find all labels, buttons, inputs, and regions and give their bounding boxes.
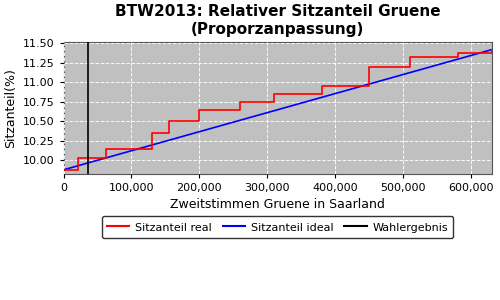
- Title: BTW2013: Relativer Sitzanteil Gruene
(Proporzanpassung): BTW2013: Relativer Sitzanteil Gruene (Pr…: [114, 4, 440, 37]
- X-axis label: Zweitstimmen Gruene in Saarland: Zweitstimmen Gruene in Saarland: [170, 198, 385, 211]
- Y-axis label: Sitzanteil(%): Sitzanteil(%): [4, 68, 17, 148]
- Legend: Sitzanteil real, Sitzanteil ideal, Wahlergebnis: Sitzanteil real, Sitzanteil ideal, Wahle…: [102, 216, 454, 238]
